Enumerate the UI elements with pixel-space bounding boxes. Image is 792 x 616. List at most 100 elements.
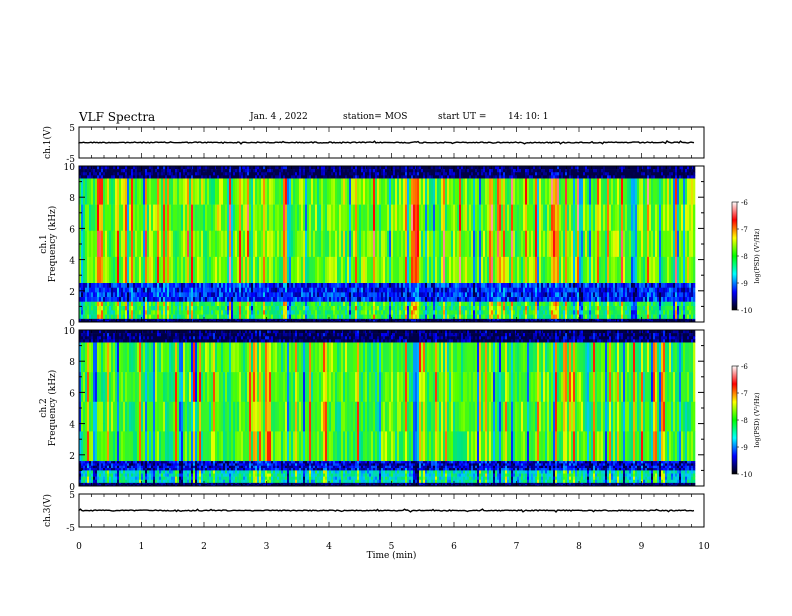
spectrogram-cell <box>371 302 373 307</box>
spectrogram-cell <box>429 169 431 172</box>
spectrogram-cell <box>339 302 341 307</box>
spectrogram-cell <box>447 205 449 231</box>
spectrogram-cell <box>213 205 215 231</box>
spectrogram-cell <box>503 292 505 297</box>
spectrogram-cell <box>377 175 379 178</box>
spectrogram-cell <box>113 178 115 204</box>
spectrogram-cell <box>237 231 239 257</box>
spectrogram-cell <box>233 297 235 302</box>
spectrogram-cell <box>543 166 545 169</box>
spectrogram-cell <box>131 288 133 293</box>
spectrogram-cell <box>145 169 147 172</box>
spectrogram-cell <box>283 292 285 297</box>
spectrogram-cell <box>221 292 223 297</box>
spectrogram-cell <box>323 283 325 288</box>
spectrogram-cell <box>265 310 267 315</box>
spectrogram-cell <box>485 166 487 169</box>
spectrogram-cell <box>217 175 219 178</box>
spectrogram-cell <box>127 302 129 307</box>
spectrogram-cell <box>313 231 315 257</box>
spectrogram-cell <box>425 315 427 320</box>
spectrogram-cell <box>467 175 469 178</box>
spectrogram-cell <box>191 257 193 283</box>
spectrogram-cell <box>515 302 517 307</box>
spectrogram-cell <box>321 172 323 175</box>
spectrogram-cell <box>463 288 465 293</box>
spectrogram-cell <box>139 297 141 302</box>
spectrogram-cell <box>249 178 251 204</box>
spectrogram-cell <box>481 297 483 302</box>
spectrogram-cell <box>361 175 363 178</box>
spectrogram-cell <box>307 288 309 293</box>
spectrogram-cell <box>229 306 231 311</box>
spectrogram-cell <box>539 292 541 297</box>
spectrogram-cell <box>433 306 435 311</box>
spectrogram-cell <box>249 306 251 311</box>
spectrogram-cell <box>95 315 97 320</box>
spectrogram-cell <box>501 169 503 172</box>
spectrogram-cell <box>175 315 177 320</box>
spectrogram-cell <box>337 169 339 172</box>
spectrogram-cell <box>235 178 237 204</box>
spectrogram-cell <box>315 288 317 293</box>
spectrogram-cell <box>383 178 385 204</box>
spectrogram-cell <box>165 283 167 288</box>
spectrogram-cell <box>107 315 109 320</box>
spectrogram-cell <box>231 292 233 297</box>
spectrogram-cell <box>147 178 149 204</box>
spectrogram-cell <box>559 231 561 257</box>
spectrogram-cell <box>481 172 483 175</box>
spectrogram-cell <box>485 205 487 231</box>
spectrogram-cell <box>457 310 459 315</box>
ch1-waveform-trace <box>79 141 694 144</box>
spectrogram-cell <box>283 297 285 302</box>
spectrogram-cell <box>415 306 417 311</box>
spectrogram-cell <box>495 292 497 297</box>
spectrogram-cell <box>275 175 277 178</box>
spectrogram-cell <box>243 288 245 293</box>
spectrogram-cell <box>461 166 463 169</box>
spectrogram-cell <box>119 166 121 169</box>
spectrogram-cell <box>509 231 511 257</box>
spectrogram-cell <box>245 292 247 297</box>
spectrogram-cell <box>339 310 341 315</box>
spectrogram-cell <box>227 169 229 172</box>
spectrogram-cell <box>117 306 119 311</box>
spectrogram-cell <box>181 283 183 288</box>
spectrogram-cell <box>285 205 287 231</box>
spectrogram-cell <box>243 205 245 231</box>
spectrogram-cell <box>431 257 433 283</box>
spectrogram-cell <box>187 166 189 169</box>
spectrogram-cell <box>465 205 467 231</box>
spectrogram-cell <box>559 166 561 169</box>
spectrogram-cell <box>145 288 147 293</box>
spectrogram-cell <box>229 169 231 172</box>
spectrogram-cell <box>399 257 401 283</box>
spectrogram-cell <box>117 257 119 283</box>
spectrogram-cell <box>287 205 289 231</box>
spectrogram-cell <box>445 292 447 297</box>
spectrogram-cell <box>261 306 263 311</box>
spectrogram-cell <box>185 283 187 288</box>
spectrogram-cell <box>205 169 207 172</box>
spectrogram-cell <box>553 257 555 283</box>
spectrogram-cell <box>117 166 119 169</box>
spectrogram-cell <box>247 172 249 175</box>
spectrogram-cell <box>383 169 385 172</box>
spectrogram-cell <box>493 283 495 288</box>
spectrogram-cell <box>81 166 83 169</box>
spectrogram-cell <box>225 306 227 311</box>
spectrogram-cell <box>153 169 155 172</box>
spectrogram-cell <box>525 297 527 302</box>
spectrogram-cell <box>287 302 289 307</box>
spectrogram-cell <box>305 310 307 315</box>
spectrogram-cell <box>239 310 241 315</box>
spectrogram-cell <box>513 283 515 288</box>
spectrogram-cell <box>535 178 537 204</box>
spectrogram-cell <box>287 310 289 315</box>
spectrogram-cell <box>547 306 549 311</box>
spectrogram-cell <box>259 175 261 178</box>
spectrogram-cell <box>373 231 375 257</box>
spectrogram-cell <box>143 205 145 231</box>
spectrogram-cell <box>253 169 255 172</box>
